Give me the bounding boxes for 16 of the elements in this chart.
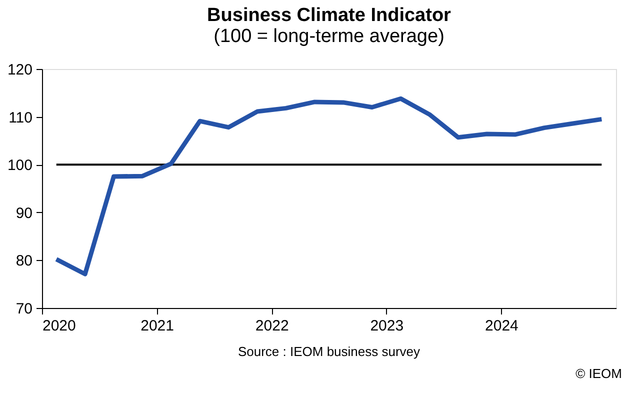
x-tick-label: 2021 <box>140 318 174 334</box>
text: © IEOM <box>576 366 622 381</box>
line-series <box>54 96 604 276</box>
y-tick-label: 110 <box>8 109 32 126</box>
chart-subtitle: (100 = long-terme average) <box>214 26 444 47</box>
y-tick-label: 120 <box>7 62 32 78</box>
chart-title: Business Climate Indicator <box>207 5 452 26</box>
x-tick-label: 2022 <box>255 318 289 334</box>
y-tick-label: 80 <box>16 252 32 270</box>
x-tick-label: 2020 <box>42 318 76 334</box>
x-tick-label: 2024 <box>485 318 518 334</box>
y-tick-label: 70 <box>16 300 32 318</box>
y-tick-label: 100 <box>7 157 32 174</box>
y-tick-label: 90 <box>16 204 32 222</box>
source-note: Source : IEOM business survey <box>238 344 421 359</box>
x-tick-label: 2023 <box>370 318 404 334</box>
